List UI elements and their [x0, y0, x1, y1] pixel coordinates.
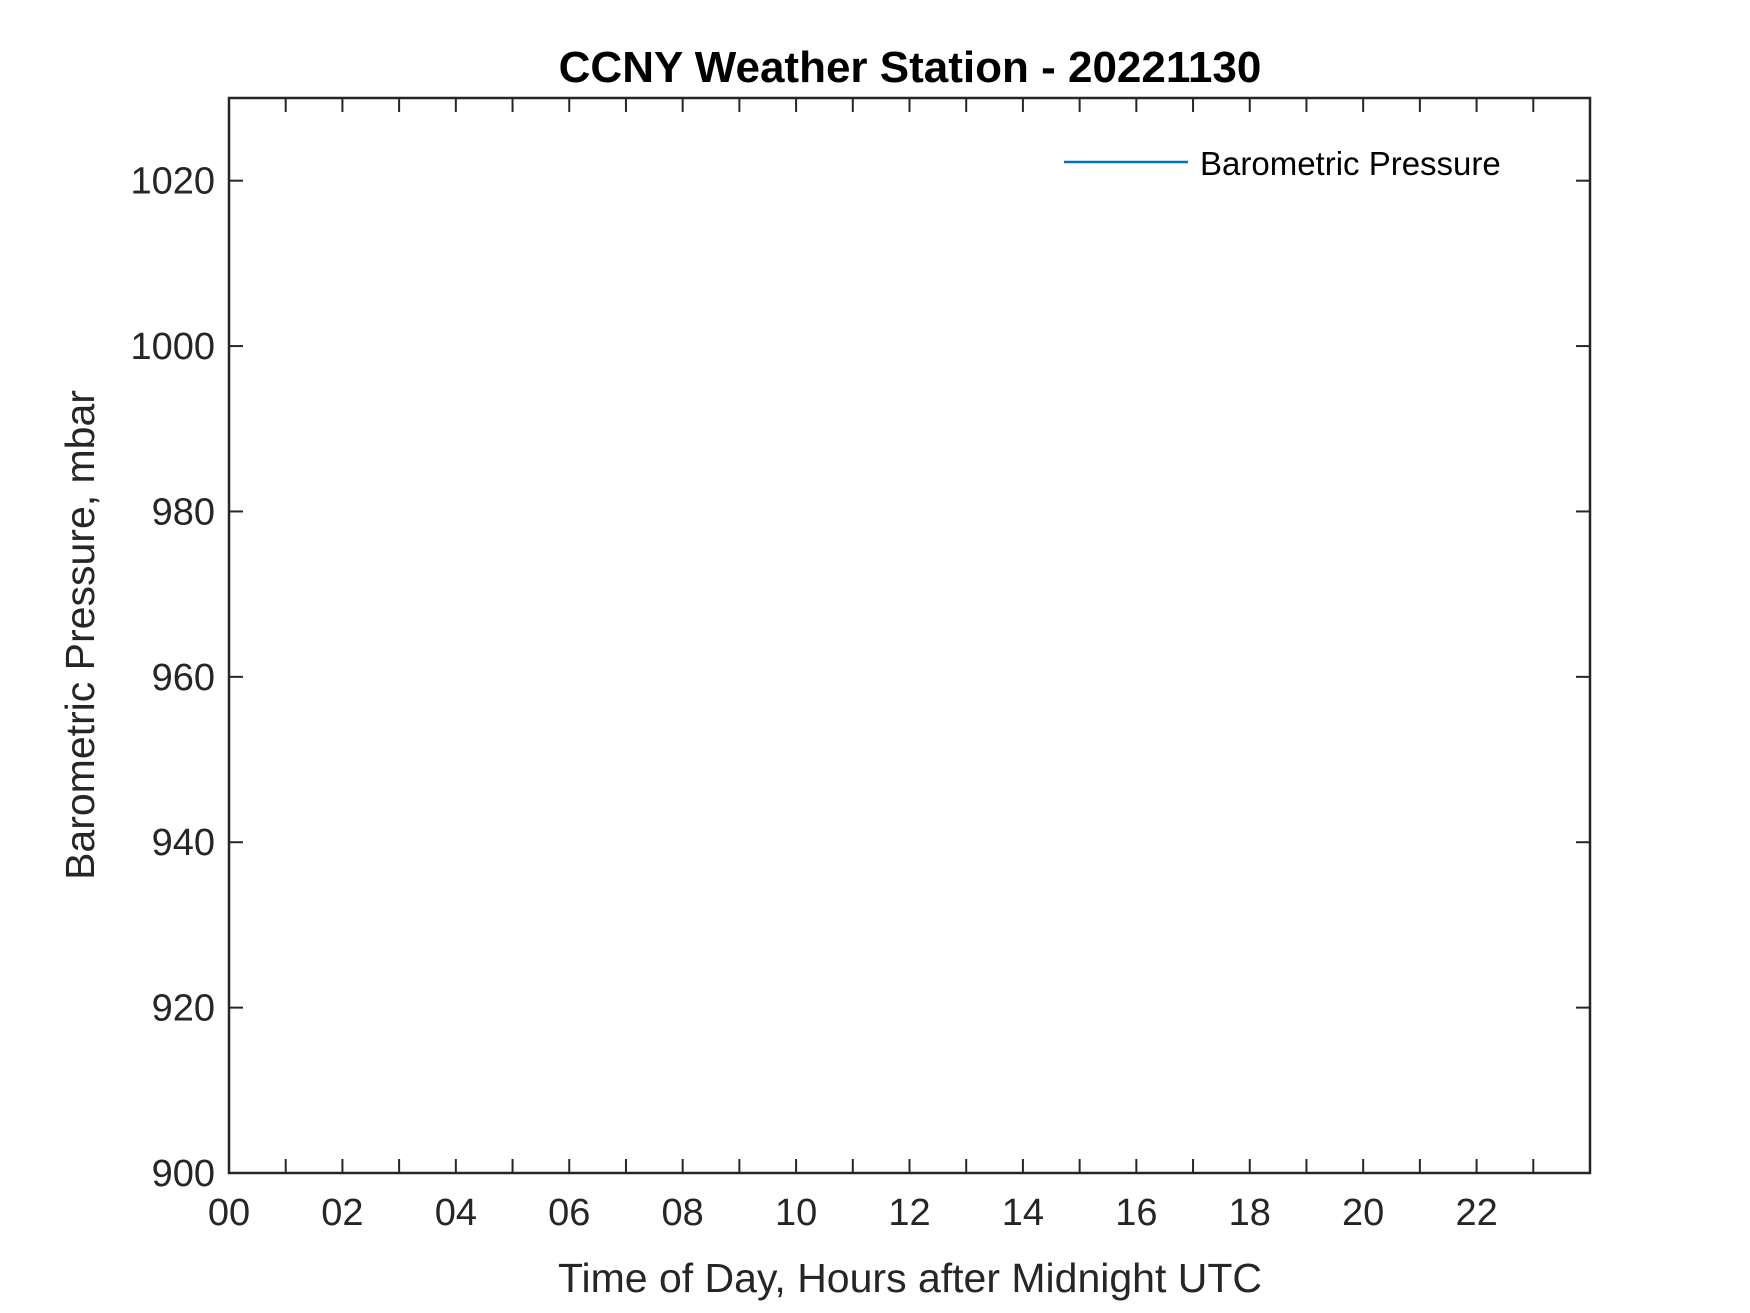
y-tick-label: 1020	[130, 161, 215, 203]
x-tick-label: 12	[888, 1192, 930, 1234]
y-tick-labels: 900 920 940 960 980 1000 1020	[130, 161, 215, 1195]
y-tick-label: 980	[152, 491, 215, 533]
y-tick-label: 940	[152, 822, 215, 864]
x-tick-label: 20	[1342, 1192, 1384, 1234]
y-tick-label: 1000	[130, 326, 215, 368]
x-tick-label: 14	[1002, 1192, 1044, 1234]
x-tick-label: 04	[435, 1192, 477, 1234]
x-tick-labels: 00 02 04 06 08 10 12 14 16 18 20 22	[208, 1192, 1498, 1234]
x-axis-label: Time of Day, Hours after Midnight UTC	[558, 1255, 1262, 1301]
y-axis-label: Barometric Pressure, mbar	[57, 390, 103, 880]
tick-marks	[229, 98, 1590, 1174]
legend: Barometric Pressure	[1064, 145, 1501, 182]
legend-label-barometric-pressure: Barometric Pressure	[1200, 145, 1501, 182]
x-tick-label: 02	[321, 1192, 363, 1234]
y-tick-label: 920	[152, 988, 215, 1030]
x-tick-label: 10	[775, 1192, 817, 1234]
y-tick-label: 900	[152, 1153, 215, 1195]
chart-title: CCNY Weather Station - 20221130	[559, 43, 1262, 92]
axes-frame	[227, 96, 1592, 1175]
x-tick-label: 18	[1229, 1192, 1271, 1234]
x-tick-label: 00	[208, 1192, 250, 1234]
x-tick-label: 08	[662, 1192, 704, 1234]
y-tick-label: 960	[152, 657, 215, 699]
x-tick-label: 16	[1115, 1192, 1157, 1234]
x-tick-label: 06	[548, 1192, 590, 1234]
x-tick-label: 22	[1455, 1192, 1497, 1234]
